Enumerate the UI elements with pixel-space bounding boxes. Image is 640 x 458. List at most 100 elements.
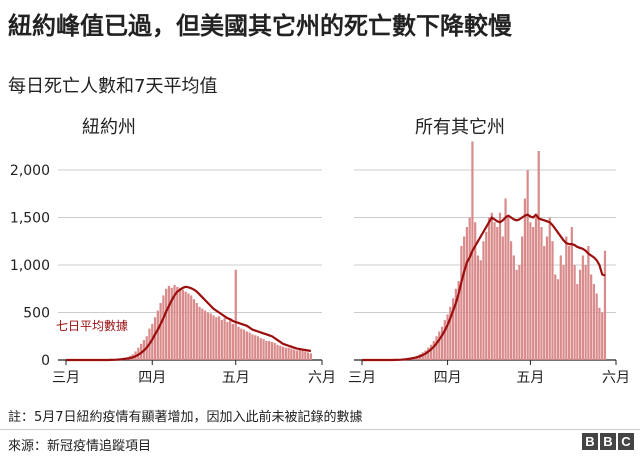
bars-other-states	[362, 141, 607, 362]
bar	[192, 299, 196, 360]
x-tick-label: 三月	[348, 370, 376, 386]
bar	[454, 288, 457, 360]
bar	[476, 255, 480, 360]
panel-title-new-york: 紐約州	[82, 117, 136, 138]
bar	[234, 269, 237, 360]
bar	[545, 236, 549, 360]
panel-new-york: 紐約州 七日平均數據 三月 四月 五月 六月	[52, 117, 336, 386]
bar	[173, 284, 176, 360]
bar	[523, 198, 526, 360]
x-axis-new-york: 三月 四月 五月 六月	[52, 360, 336, 386]
divider	[0, 429, 640, 430]
bar	[220, 320, 223, 360]
bar	[460, 246, 463, 360]
bar	[181, 289, 184, 360]
bar	[429, 344, 433, 360]
bar	[562, 265, 565, 360]
bar	[501, 236, 504, 360]
bar	[532, 227, 535, 360]
bar	[256, 336, 260, 360]
bar	[184, 291, 187, 360]
bar	[479, 260, 482, 360]
bar	[554, 274, 557, 360]
bar	[556, 279, 560, 360]
bar	[570, 227, 573, 360]
bar	[165, 288, 168, 360]
bar	[204, 310, 207, 360]
bar	[509, 241, 513, 360]
bar	[534, 217, 538, 360]
bar	[504, 198, 507, 360]
y-tick-label: 2,000	[10, 163, 50, 179]
bar	[598, 307, 601, 360]
bar	[515, 269, 518, 360]
bar	[251, 334, 254, 360]
bar	[576, 284, 579, 360]
bar	[559, 255, 562, 360]
bar	[440, 326, 444, 360]
bar	[254, 335, 257, 360]
bar	[518, 265, 521, 360]
y-tick-label: 0	[41, 353, 50, 369]
footnote: 註：5月7日紐約疫情有顯著增加，因加入此前未被記錄的數據	[8, 410, 363, 425]
bar	[270, 341, 274, 360]
panel-title-other-states: 所有其它州	[415, 117, 505, 138]
bar	[579, 269, 582, 360]
bar	[493, 222, 496, 360]
bar	[287, 347, 290, 360]
bar	[212, 315, 215, 360]
bar	[424, 350, 427, 360]
bar	[262, 339, 265, 360]
bar	[498, 212, 502, 360]
bar	[153, 317, 157, 360]
bar	[306, 352, 310, 360]
y-axis-labels: 0 500 1,000 1,500 2,000	[10, 163, 50, 369]
bar	[298, 349, 301, 360]
bar	[301, 350, 304, 360]
bar	[226, 322, 229, 360]
x-tick-label: 五月	[516, 370, 544, 386]
bar	[587, 246, 590, 360]
bar	[592, 284, 596, 360]
bar	[295, 350, 299, 360]
bar	[195, 303, 198, 360]
bar	[309, 353, 312, 360]
x-tick-label: 三月	[52, 370, 80, 386]
bbc-logo-letter: B	[582, 433, 598, 450]
bar	[229, 320, 232, 360]
bar	[435, 336, 438, 360]
chart-title: 紐約峰值已過，但美國其它州的死亡數下降較慢	[8, 12, 512, 40]
seven-day-average-line	[66, 285, 312, 362]
panel-other-states: 所有其它州 三月 四月 五月 六月	[348, 117, 630, 386]
bar	[567, 246, 571, 360]
bar	[240, 328, 243, 360]
bar	[496, 227, 499, 360]
bar	[548, 217, 551, 360]
bar	[231, 323, 235, 360]
bar	[167, 285, 171, 360]
bar	[490, 212, 493, 360]
bar	[259, 338, 262, 360]
bar	[540, 227, 543, 360]
bar	[452, 298, 455, 360]
bar	[209, 313, 212, 360]
bar	[265, 341, 268, 360]
bar	[507, 217, 510, 360]
bar	[290, 348, 293, 360]
source-note: 來源：新冠疫情追蹤項目	[8, 439, 152, 454]
bar	[215, 317, 218, 360]
bar	[438, 331, 441, 360]
bar	[521, 236, 524, 360]
bar	[584, 265, 587, 360]
bar	[178, 287, 182, 360]
bar	[485, 231, 488, 360]
bar	[201, 308, 204, 360]
bar	[427, 347, 430, 360]
bar	[543, 246, 546, 360]
chart-subtitle: 每日死亡人數和7天平均值	[8, 76, 218, 97]
bar	[457, 281, 460, 360]
bar	[242, 329, 246, 360]
bar	[276, 344, 279, 360]
bar	[537, 151, 540, 360]
bar	[223, 318, 226, 360]
